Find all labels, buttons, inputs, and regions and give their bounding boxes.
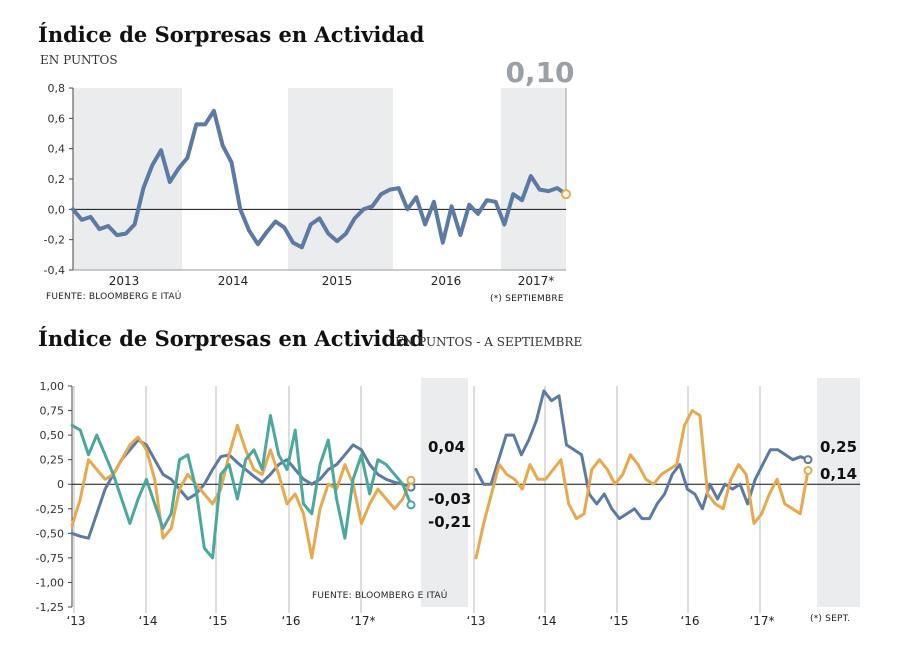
x-tick-label-right: ‘14 — [537, 614, 556, 628]
chart2-note: (*) SEPT. — [810, 614, 851, 624]
end-value-label: 0,25 — [820, 438, 857, 456]
y-tick-label: -0,50 — [36, 527, 64, 540]
y-tick-label: 0,75 — [40, 405, 65, 418]
end-value-label: -0,21 — [428, 513, 471, 531]
y-tick-label: 0,4 — [48, 143, 66, 156]
chart2-plot: 1,00 0,75 0,50 0,25 0 -0,25 -0,50 -0,75 -1,00 -1,… — [36, 378, 860, 628]
chart1-source: FUENTE: BLOOMBERG E ITAÚ — [46, 292, 182, 302]
x-tick-label-right: ‘17* — [749, 614, 774, 628]
y-tick-label: -0,2 — [44, 234, 65, 247]
year-band-0 — [73, 88, 182, 270]
x-tick-label: 2017* — [518, 274, 555, 288]
y-tick-label: -1,00 — [36, 576, 64, 589]
x-tick-label-left: ‘16 — [281, 614, 300, 628]
band-left — [421, 378, 468, 607]
y-tick-label: 0,8 — [48, 82, 66, 95]
y-tick-label: 1,00 — [40, 380, 65, 393]
y-tick-label: -0,25 — [36, 503, 64, 516]
x-tick-label-left: ‘15 — [208, 614, 227, 628]
x-tick-label: 2016 — [431, 274, 462, 288]
chart2-source: FUENTE: BLOOMBERG E ITAÚ — [312, 591, 448, 601]
series-line-p1-0 — [474, 389, 810, 521]
x-tick-label-left: ‘17* — [350, 614, 375, 628]
end-marker — [406, 500, 416, 510]
chart2-subtitle: EN PUNTOS - A SEPTIEMBRE — [395, 335, 583, 349]
y-tick-label: -0,75 — [36, 552, 64, 565]
band-right — [817, 378, 860, 607]
series-line-p0-2 — [70, 414, 413, 560]
x-tick-label-right: ‘16 — [680, 614, 699, 628]
end-value-label: 0,04 — [428, 438, 465, 456]
y-tick-label: 0,25 — [40, 454, 65, 467]
chart1-plot: -0,4 -0,2 0,0 0,2 0,4 0,6 0,8 2013 2014 2015 2016 2… — [44, 56, 575, 288]
x-tick-label: 2013 — [109, 274, 140, 288]
y-tick-label: 0,50 — [40, 429, 65, 442]
end-marker — [803, 465, 813, 475]
series-line-p0-1 — [70, 423, 413, 560]
series-line-p1-1 — [474, 409, 810, 560]
y-tick-label: 0,6 — [48, 112, 66, 125]
series-line — [71, 108, 568, 250]
chart1-title: Índice de Sorpresas en Actividad — [38, 22, 425, 47]
x-tick-label-left: ‘14 — [138, 614, 157, 628]
end-value-label: 0,14 — [820, 465, 857, 483]
x-tick-label: 2015 — [322, 274, 353, 288]
chart2-title: Índice de Sorpresas en Actividad — [38, 326, 425, 351]
x-tick-label-left: ‘13 — [66, 614, 85, 628]
end-marker — [406, 475, 416, 485]
chart1-note: (*) SEPTIEMBRE — [490, 294, 564, 304]
series-line-p0-0 — [70, 438, 413, 540]
end-marker — [561, 189, 571, 200]
highlight-value: 0,10 — [505, 56, 574, 89]
end-value-label: -0,03 — [428, 490, 471, 508]
y-tick-label: -0,4 — [44, 264, 65, 277]
y-tick-label: -1,25 — [36, 601, 64, 614]
end-marker — [803, 455, 813, 465]
y-tick-label: 0 — [57, 478, 64, 491]
chart1-subtitle: EN PUNTOS — [40, 53, 118, 67]
x-tick-label-right: ‘15 — [609, 614, 628, 628]
y-tick-label: 0,2 — [48, 173, 66, 186]
x-tick-label-right: ‘13 — [466, 614, 485, 628]
x-tick-label: 2014 — [218, 274, 249, 288]
y-tick-label: 0,0 — [48, 203, 66, 216]
